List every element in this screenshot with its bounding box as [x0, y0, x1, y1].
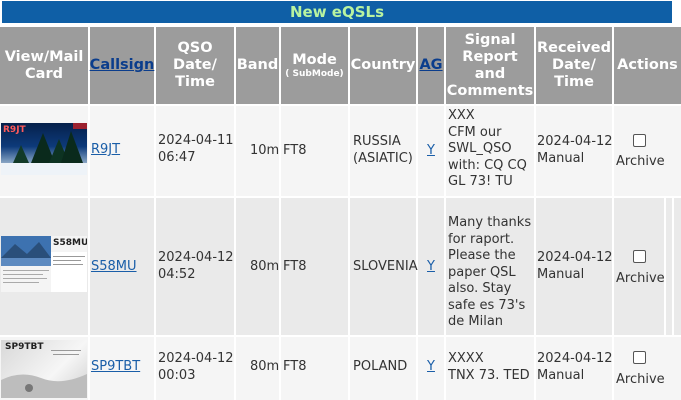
header-ag[interactable]: AG — [418, 27, 444, 104]
qso-time: 04:52 — [158, 267, 196, 282]
qso-date: 2024-04-11 — [158, 133, 234, 148]
country: POLAND — [353, 359, 408, 374]
qsl-card-thumbnail[interactable]: S58MU — [1, 236, 87, 292]
archive-label: Archive — [616, 372, 665, 387]
archive-checkbox[interactable] — [633, 351, 646, 364]
header-signal: Signal Report and Comments — [446, 27, 534, 104]
callsign-link[interactable]: R9JT — [91, 142, 121, 157]
callsign-link[interactable]: S58MU — [91, 259, 137, 274]
mode: FT8 — [283, 359, 307, 374]
snowy-forest-image — [1, 123, 87, 175]
table-row: S58MU S58MU 2024-04-12 04:52 80m FT8 SLO… — [0, 198, 681, 335]
header-qso-date: QSO Date/ Time — [156, 27, 234, 104]
received-note: Manual — [537, 151, 585, 166]
received-date: 2024-04-12 — [537, 351, 613, 366]
country: RUSSIA — [353, 134, 401, 149]
header-callsign[interactable]: Callsign — [90, 27, 154, 104]
table-row: R9JT R9JT 2024-04-11 06:47 10m FT8 RUSSI… — [0, 106, 681, 196]
mode: FT8 — [283, 259, 307, 274]
lake-mountains-image — [1, 236, 87, 292]
received-date: 2024-04-12 — [537, 250, 613, 265]
ag-link[interactable]: Y — [427, 259, 435, 274]
signal-comment: Many thanks for raport. Please the paper… — [448, 215, 532, 329]
archive-label: Archive — [616, 154, 665, 169]
header-view-mail: View/Mail Card — [0, 27, 88, 104]
qsl-card-thumbnail[interactable]: SP9TBT — [1, 340, 87, 398]
signal-comment: XXXX TNX 73. TED — [448, 351, 530, 383]
archive-label: Archive — [616, 271, 665, 286]
header-band: Band — [236, 27, 279, 104]
received-note: Manual — [537, 267, 585, 282]
header-country: Country — [350, 27, 416, 104]
ag-link[interactable]: Y — [427, 143, 435, 158]
band: 80m — [250, 259, 280, 274]
received-note: Manual — [537, 368, 585, 383]
ag-link[interactable]: Y — [427, 359, 435, 374]
table-row: SP9TBT SP9TBT 2024-04-12 00:03 80m FT8 P… — [0, 337, 681, 400]
band: 80m — [250, 359, 280, 374]
qso-date: 2024-04-12 — [158, 250, 234, 265]
sort-ag-link[interactable]: AG — [419, 57, 443, 73]
archive-checkbox[interactable] — [633, 134, 646, 147]
country-qualifier: (ASIATIC) — [353, 151, 413, 166]
archive-checkbox[interactable] — [633, 250, 646, 263]
qsl-card-thumbnail[interactable]: R9JT — [1, 123, 87, 175]
signal-comment: XXX CFM our SWL_QSO with: CQ CQ GL 73! T… — [448, 108, 527, 189]
received-date: 2024-04-12 — [537, 134, 613, 149]
grayscale-landscape-image — [1, 350, 87, 398]
mode: FT8 — [283, 143, 307, 158]
qso-date: 2024-04-12 — [158, 351, 234, 366]
sort-callsign-link[interactable]: Callsign — [89, 57, 155, 73]
table-title: New eQSLs — [2, 1, 672, 23]
qso-time: 06:47 — [158, 150, 196, 165]
band: 10m — [250, 143, 280, 158]
header-actions: Actions — [614, 27, 681, 104]
country: SLOVENIA — [353, 259, 418, 274]
callsign-link[interactable]: SP9TBT — [91, 359, 141, 374]
header-mode: Mode( SubMode) — [281, 27, 348, 104]
header-received: Received Date/ Time — [536, 27, 612, 104]
qso-time: 00:03 — [158, 368, 196, 383]
